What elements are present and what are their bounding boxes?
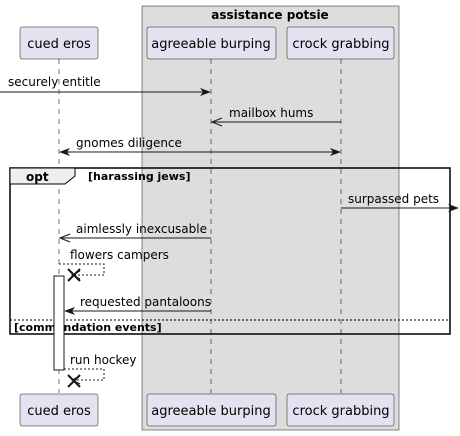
message-flowers-campers: flowers campers	[59, 248, 169, 282]
participant-label: crock grabbing	[292, 37, 389, 52]
message-aimlessly-inexcusable: aimlessly inexcusable	[58, 222, 211, 243]
message-surpassed-pets: surpassed pets	[341, 192, 459, 212]
participant-cued-eros-top: cued eros	[19, 26, 99, 60]
fragment-condition: [harassing jews]	[88, 170, 191, 183]
message-label: securely entitle	[8, 75, 101, 89]
destroy-icon	[67, 268, 81, 282]
message-label: flowers campers	[70, 248, 169, 262]
participant-label: agreeable burping	[151, 404, 270, 419]
participant-label: cued eros	[27, 404, 91, 419]
message-label: aimlessly inexcusable	[76, 222, 207, 236]
opt-fragment: opt [harassing jews] [commendation event…	[9, 167, 451, 335]
participant-label: cued eros	[27, 37, 91, 52]
message-securely-entitle: securely entitle	[0, 75, 211, 96]
message-label: requested pantaloons	[80, 295, 211, 309]
message-label: mailbox hums	[229, 106, 313, 120]
message-requested-pantaloons: requested pantaloons	[64, 295, 211, 315]
participant-label: crock grabbing	[292, 404, 389, 419]
activation-bar	[53, 275, 65, 371]
fragment-keyword: opt	[26, 170, 49, 184]
participant-cued-eros-bottom: cued eros	[19, 393, 99, 427]
message-label: surpassed pets	[348, 192, 439, 206]
destroy-icon	[67, 374, 81, 388]
box-title: assistance potsie	[211, 8, 328, 22]
message-mailbox-hums: mailbox hums	[210, 106, 341, 127]
message-label: gnomes diligence	[76, 136, 182, 150]
participant-label: agreeable burping	[151, 37, 270, 52]
message-gnomes-diligence: gnomes diligence	[59, 136, 341, 156]
message-run-hockey: run hockey	[64, 353, 137, 388]
participant-agreeable-burping-bottom: agreeable burping	[146, 393, 277, 427]
participant-crock-grabbing-top: crock grabbing	[286, 26, 395, 60]
fragment-else-condition: [commendation events]	[14, 321, 162, 334]
participant-box-group	[141, 5, 400, 431]
participant-agreeable-burping-top: agreeable burping	[146, 26, 277, 60]
message-label: run hockey	[70, 353, 137, 367]
participant-crock-grabbing-bottom: crock grabbing	[286, 393, 395, 427]
